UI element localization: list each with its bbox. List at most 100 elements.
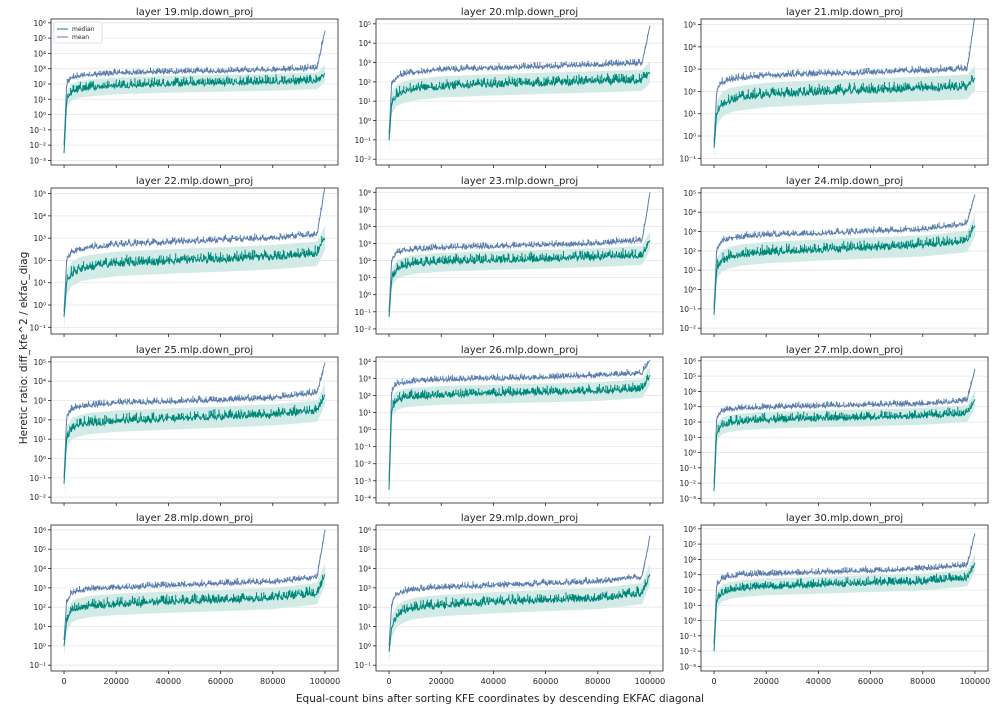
y-tick-label: 10² — [358, 603, 371, 612]
median-band — [389, 365, 650, 500]
y-tick-label: 10⁶ — [683, 357, 696, 366]
y-tick-label: 10² — [33, 603, 46, 612]
x-tick-label: 80000 — [585, 677, 610, 686]
panel-frame — [375, 187, 664, 335]
panels-grid: layer 19.mlp.down_proj 10⁻³ 10⁻² 10⁻¹ 10⁰ 10¹… — [29, 7, 990, 686]
median-band — [714, 215, 975, 326]
y-tick-label: 10¹ — [33, 435, 46, 444]
series-mean — [63, 529, 326, 641]
series-median — [388, 374, 651, 490]
series-mean — [63, 188, 326, 312]
panel-frame — [700, 356, 989, 504]
series-mean — [713, 194, 976, 309]
series-median — [63, 574, 326, 646]
series-median — [713, 562, 976, 652]
x-tick-label: 80000 — [260, 677, 285, 686]
y-tick-label: 10⁰ — [683, 286, 696, 295]
y-tick-label: 10⁴ — [33, 212, 46, 221]
series-median — [713, 399, 976, 492]
y-tick-label: 10⁵ — [33, 545, 46, 554]
y-tick-label: 10⁴ — [33, 565, 46, 574]
series-mean — [713, 19, 975, 143]
median-band — [64, 563, 325, 657]
y-tick-label: 10⁻¹ — [29, 323, 46, 332]
panel-8: layer 26.mlp.down_proj 10⁻⁴ 10⁻³ 10⁻² 10⁻¹ 10… — [354, 345, 664, 506]
y-tick-label: 10⁻¹ — [29, 126, 46, 135]
y-tick-label: 10⁵ — [683, 540, 696, 549]
y-tick-label: 10¹ — [683, 266, 696, 275]
y-tick-label: 10⁰ — [683, 617, 696, 626]
y-tick-label: 10⁻¹ — [354, 136, 371, 145]
y-tick-label: 10³ — [358, 374, 371, 383]
y-tick-label: 10⁴ — [683, 43, 696, 52]
y-tick-label: 10⁻² — [679, 647, 696, 656]
x-tick-label: 60000 — [533, 677, 558, 686]
x-tick-label: 0 — [386, 677, 391, 686]
y-tick-label: 10² — [683, 87, 696, 96]
y-tick-label: 10³ — [683, 228, 696, 237]
panel-frame — [700, 18, 989, 166]
y-tick-label: 10⁰ — [358, 642, 371, 651]
series-median — [388, 71, 651, 140]
y-tick-label: 10⁻¹ — [354, 308, 371, 317]
panel-frame — [375, 524, 664, 672]
x-tick-label: 20000 — [429, 677, 454, 686]
y-tick-label: 10¹ — [33, 95, 46, 104]
y-tick-label: 10³ — [683, 403, 696, 412]
y-tick-label: 10⁻¹ — [354, 661, 371, 670]
series-mean — [713, 368, 976, 484]
panel-5: layer 23.mlp.down_proj 10⁻² 10⁻¹ 10⁰ 10¹ 10² 1… — [354, 176, 664, 337]
y-tick-label: 10⁰ — [33, 455, 46, 464]
series-median — [63, 394, 326, 484]
y-tick-label: 10⁰ — [33, 642, 46, 651]
panel-7: layer 25.mlp.down_proj 10⁻² 10⁻¹ 10⁰ 10¹ 10² 1… — [29, 345, 339, 506]
y-tick-label: 10⁰ — [683, 132, 696, 141]
x-tick-label: 80000 — [910, 677, 935, 686]
y-tick-label: 10⁻² — [354, 325, 371, 334]
x-tick-label: 20000 — [754, 677, 779, 686]
y-tick-label: 10³ — [33, 584, 46, 593]
y-tick-label: 10⁴ — [358, 357, 371, 366]
panel-1: layer 19.mlp.down_proj 10⁻³ 10⁻² 10⁻¹ 10⁰ 10¹… — [29, 7, 339, 168]
y-tick-label: 10³ — [683, 65, 696, 74]
y-tick-label: 10⁻³ — [679, 494, 696, 503]
y-tick-label: 10³ — [33, 397, 46, 406]
y-tick-label: 10⁰ — [683, 449, 696, 458]
y-tick-label: 10⁵ — [683, 21, 696, 30]
median-band — [64, 225, 325, 329]
median-band — [714, 65, 975, 160]
y-tick-label: 10³ — [683, 571, 696, 580]
panel-frame — [50, 356, 339, 504]
y-tick-label: 10² — [358, 78, 371, 87]
panel-frame — [50, 187, 339, 335]
y-tick-label: 10² — [683, 586, 696, 595]
y-tick-label: 10¹ — [33, 623, 46, 632]
x-tick-label: 0 — [61, 677, 66, 686]
y-tick-label: 10³ — [358, 59, 371, 68]
panel-title: layer 24.mlp.down_proj — [786, 176, 903, 187]
series-mean — [63, 30, 326, 146]
series-median — [713, 225, 976, 315]
y-tick-label: 10¹ — [683, 433, 696, 442]
y-tick-label: 10¹ — [358, 623, 371, 632]
y-tick-label: 10⁵ — [358, 545, 371, 554]
panel-2: layer 20.mlp.down_proj 10⁻² 10⁻¹ 10⁰ 10¹ 10² 1… — [354, 7, 664, 168]
y-tick-label: 10⁰ — [358, 291, 371, 300]
median-band — [714, 554, 975, 660]
x-tick-label: 100000 — [635, 677, 666, 686]
y-tick-label: 10² — [358, 391, 371, 400]
y-tick-label: 10⁴ — [358, 39, 371, 48]
x-tick-label: 40000 — [156, 677, 181, 686]
panel-title: layer 20.mlp.down_proj — [461, 7, 578, 18]
panel-title: layer 21.mlp.down_proj — [786, 7, 903, 18]
y-tick-label: 10² — [358, 257, 371, 266]
panel-12: layer 30.mlp.down_proj 10⁻³ 10⁻² 10⁻¹ 10⁰ 10¹… — [679, 513, 990, 686]
x-tick-label: 0 — [711, 677, 716, 686]
panel-frame — [375, 18, 664, 166]
panel-title: layer 19.mlp.down_proj — [136, 7, 253, 18]
median-band — [64, 64, 325, 162]
x-tick-label: 40000 — [481, 677, 506, 686]
series-mean — [388, 192, 651, 312]
